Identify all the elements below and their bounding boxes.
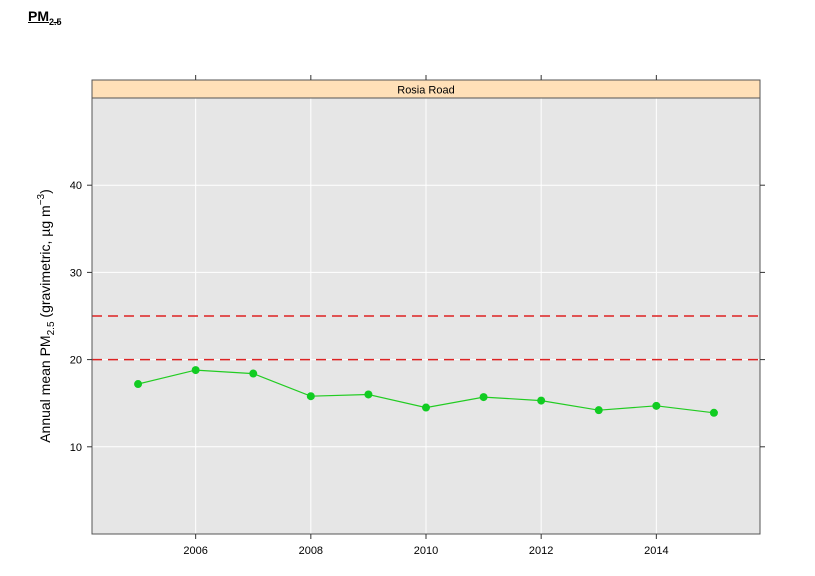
data-point (479, 393, 488, 402)
y-tick-label: 40 (70, 180, 82, 192)
y-axis-label: Annual mean PM2.5 (gravimetric, µg m−3) (36, 189, 57, 443)
data-point (306, 392, 315, 401)
y-tick-label: 10 (70, 442, 82, 454)
data-points (134, 366, 718, 417)
data-point (594, 406, 603, 415)
x-tick-label: 2014 (644, 545, 668, 557)
data-point (652, 401, 661, 410)
y-tick-label: 30 (70, 267, 82, 279)
data-point (134, 380, 143, 389)
data-point (537, 396, 546, 405)
x-tick-label: 2006 (183, 545, 207, 557)
data-point (249, 369, 258, 378)
x-tick-label: 2012 (529, 545, 553, 557)
x-tick-label: 2010 (414, 545, 438, 557)
y-axis: 10 20 30 40 (70, 180, 765, 454)
data-point (709, 408, 718, 417)
data-point (364, 390, 373, 399)
data-point (422, 403, 430, 412)
panel-title: Rosia Road (397, 85, 454, 97)
data-point (191, 366, 200, 375)
y-tick-label: 20 (70, 355, 82, 367)
x-tick-label: 2008 (299, 545, 323, 557)
x-axis: 2006 2008 2010 2012 2014 (183, 75, 669, 557)
page-heading: PM2.5 (28, 8, 62, 27)
